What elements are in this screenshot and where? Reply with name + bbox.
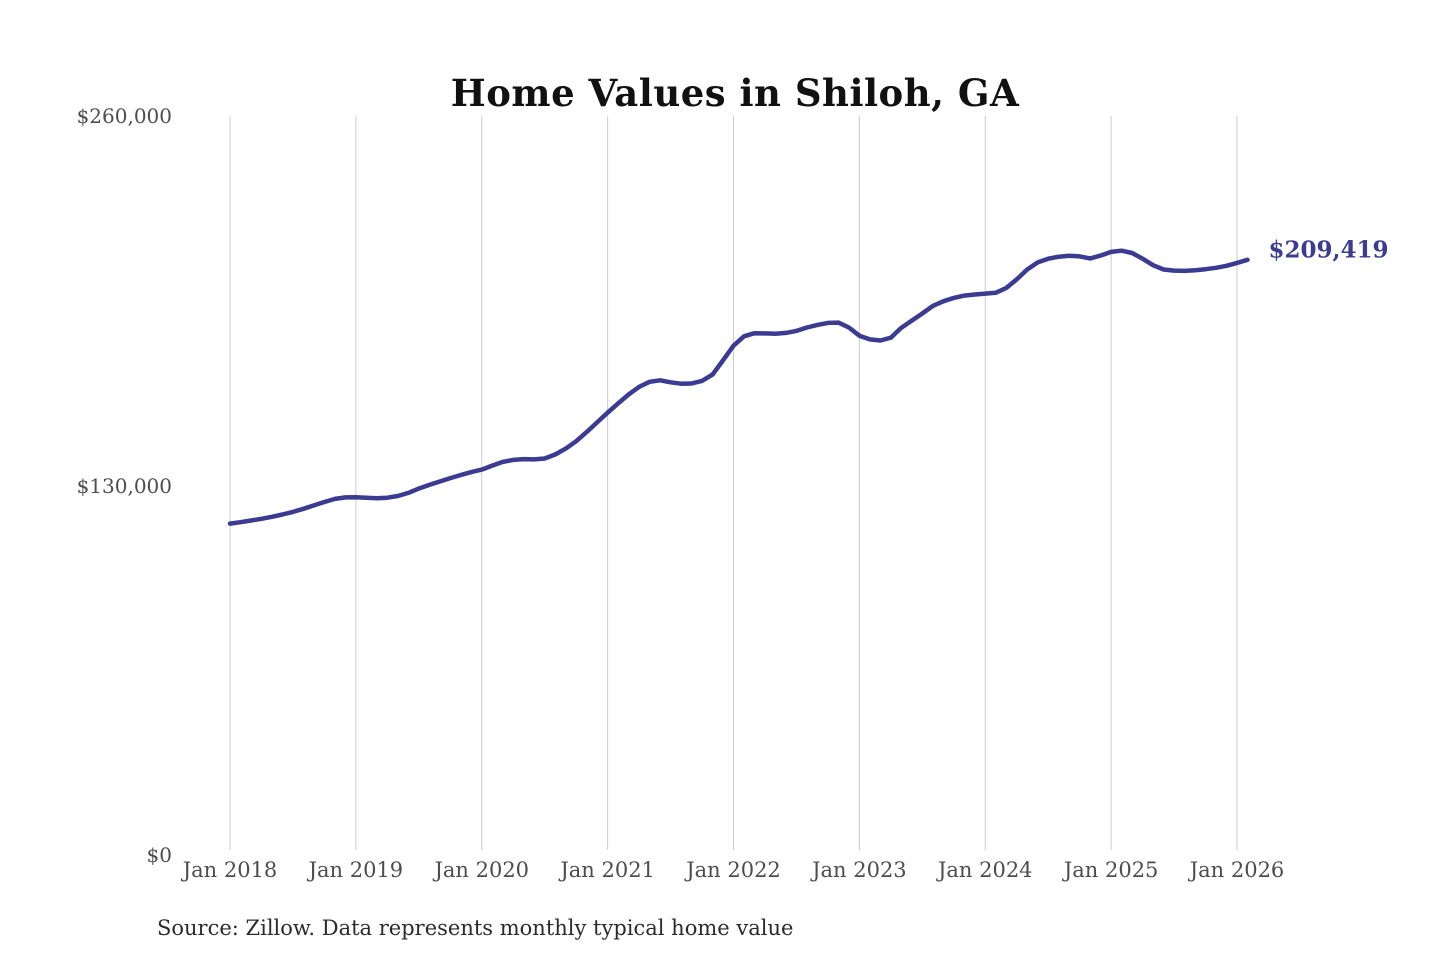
x-axis-label: Jan 2026	[1189, 858, 1285, 882]
y-axis-label: $260,000	[76, 104, 172, 128]
x-axis-label: Jan 2019	[308, 858, 404, 882]
y-axis-label: $0	[146, 843, 172, 867]
home-value-line	[227, 248, 1250, 526]
x-axis-label: Jan 2020	[434, 858, 530, 882]
x-axis-label: Jan 2024	[937, 858, 1033, 882]
x-axis-label: Jan 2022	[686, 858, 781, 882]
x-axis-label: Jan 2023	[812, 858, 907, 882]
x-axis-label: Jan 2018	[182, 858, 278, 882]
current-value-label: $209,419	[1268, 236, 1389, 264]
source-note: Source: Zillow. Data represents monthly …	[157, 916, 794, 940]
y-axis-label: $130,000	[76, 473, 172, 498]
chart-title: Home Values in Shiloh, GA	[450, 70, 1020, 115]
x-axis-label: Jan 2021	[560, 858, 655, 882]
x-axis-label: Jan 2025	[1063, 858, 1159, 882]
